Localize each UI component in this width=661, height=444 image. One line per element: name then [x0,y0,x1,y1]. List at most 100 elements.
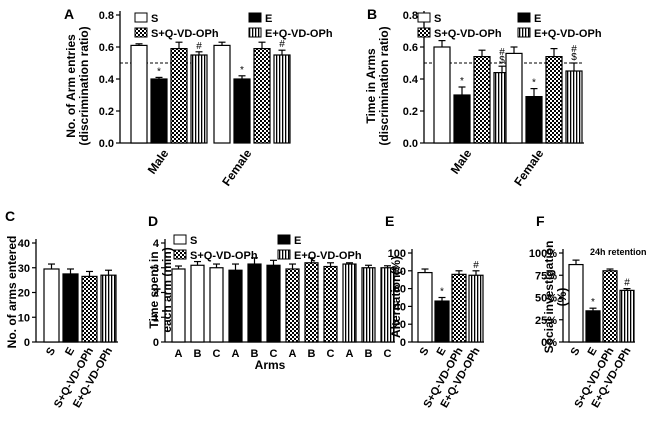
bar-female-1 [233,78,251,144]
bar-male-0 [433,46,451,144]
x-category-label: Male [145,146,172,176]
x-axis-label: Arms [255,358,286,372]
bar-s-c [209,267,224,343]
significance-mark: * [157,66,161,77]
legend-swatch [417,12,431,23]
legend-label: E+Q-VD-OPh [265,28,333,40]
panel-label: C [5,208,15,224]
legend-swatch [248,27,262,38]
significance-mark: # [279,39,285,50]
bar-male-2 [170,47,188,144]
significance-mark: # [196,41,202,52]
bar-male-0 [130,44,148,144]
legend-label: S+Q-VD-OPh [151,28,219,40]
legend-swatch [517,12,531,23]
bar-e [585,310,601,343]
panel-E: E020406080100Alternation(%)S*ES+Q-VD-OPh… [385,213,484,410]
y-axis-label: Time spent ineach arm (min) [147,247,174,332]
bar-sqvdoph-b [304,262,319,343]
y-tick-label: 100% [529,248,557,260]
y-tick-label: 3 [153,263,159,275]
legend-label: S [190,235,197,247]
significance-mark: $ [571,52,577,63]
x-tick-label: C [327,348,335,360]
significance-mark: $ [499,55,505,66]
y-tick-label: 0.4 [99,74,115,86]
panel-A: A 0.0 0.2 0.4 0.6 0.8 No. of Arm entries(discr… [64,6,333,189]
panel-label: F [536,213,545,229]
y-tick-label: 2 [153,288,159,300]
legend-label: S+Q-VD-OPh [434,28,502,40]
bar-sqvdoph [602,270,618,343]
y-tick-label: 0.2 [99,106,114,118]
bar-eqvdoph [619,289,635,343]
x-category-label: Female [511,146,546,188]
bar-male-2 [473,55,491,144]
y-tick-label: 0 [24,337,30,349]
significance-mark: # [499,47,505,58]
bar-male-3 [190,54,208,144]
legend-swatch [277,234,291,245]
bar-eqvdoph-b [361,267,376,343]
legend-label: E [534,13,541,25]
x-tick-label: B [308,348,316,360]
x-tick-label: B [365,348,373,360]
panel-label: A [64,6,74,22]
panel-label: D [148,213,158,229]
bar-female-3 [273,54,291,144]
significance-mark: # [571,44,577,55]
x-category-label: E [63,346,77,358]
bar-eqvdoph-a [342,263,357,343]
bar-sqvdoph-a [285,268,300,343]
bar-sqvdoph-c [323,265,338,343]
y-tick-label: 0.8 [99,10,114,22]
y-tick-label: 40 [394,301,406,313]
legend-label: S [434,13,441,25]
y-tick-label: 100 [388,248,406,260]
legend-swatch [134,12,148,23]
bar-eqvdoph [468,274,484,343]
x-tick-label: A [232,348,240,360]
y-tick-label: 20 [394,319,406,331]
x-tick-label: A [175,348,183,360]
y-tick-label: 10 [18,312,30,324]
x-category-label: Female [219,146,254,188]
y-tick-label: 20 [18,288,30,300]
x-category-label: S [418,346,432,358]
legend-label: S+Q-VD-OPh [190,250,258,262]
y-tick-label: 80 [394,266,406,278]
significance-mark: # [624,278,630,289]
bar-male-1 [150,78,168,144]
significance-mark: * [532,78,536,89]
y-axis-label: No. of arms entered [5,236,19,349]
legend-label: E+Q-VD-OPh [294,250,362,262]
significance-mark: * [240,65,244,76]
y-axis-label: Social investigation(%) [542,241,569,354]
significance-mark: * [591,297,595,308]
x-tick-label: A [346,348,354,360]
bar-female-1 [525,95,543,144]
bar-sqvdoph [81,275,98,343]
y-tick-label: 0.8 [403,10,418,22]
y-tick-label: 0 [153,337,159,349]
y-tick-label: 75% [535,270,557,282]
bar-female-0 [213,44,231,144]
legend-label: E+Q-VD-OPh [534,28,602,40]
legend-swatch [134,27,148,38]
bar-s-b [190,264,205,343]
y-tick-label: 0.0 [99,138,114,150]
legend-swatch [173,234,187,245]
bar-s [43,268,60,343]
x-tick-label: A [289,348,297,360]
legend-label: E [265,13,272,25]
bar-s-a [171,268,186,343]
bar-eqvdoph [100,274,117,343]
y-axis-label: Time in Arms(discrimination ratio) [364,26,391,145]
y-tick-label: 0.2 [403,106,418,118]
legend-swatch [173,249,187,260]
x-category-label: S [44,346,58,358]
bar-e-c [266,264,281,343]
